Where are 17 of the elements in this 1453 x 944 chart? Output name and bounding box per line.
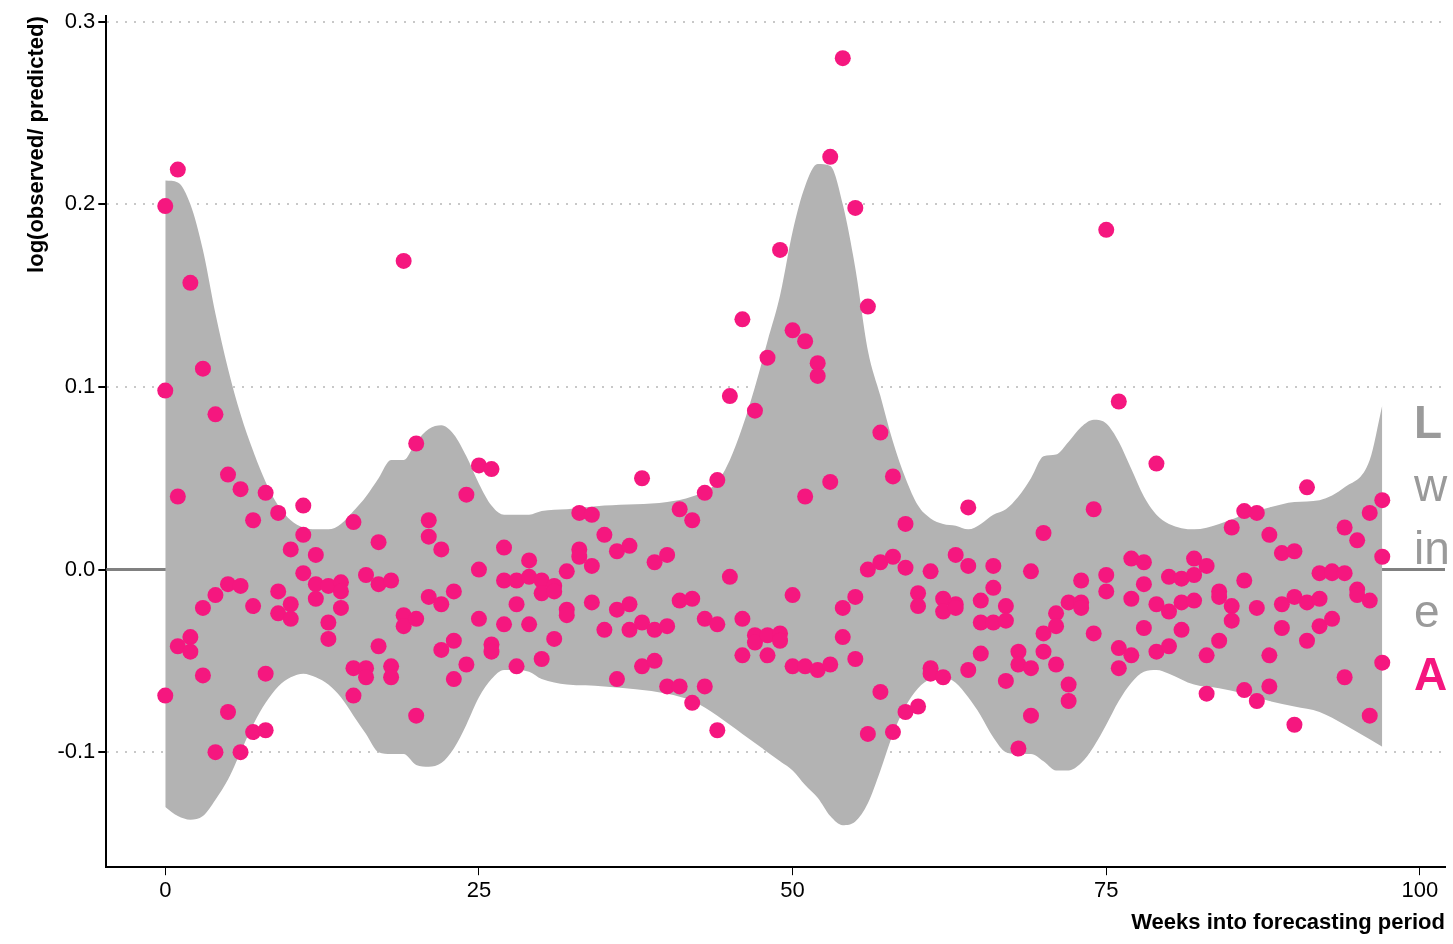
y-tick-label: 0.3 <box>64 7 96 33</box>
y-tick-label: 0.0 <box>64 555 96 581</box>
x-tick-label: 50 <box>780 877 805 903</box>
annotation: A <box>1414 647 1448 700</box>
x-tick-label: 100 <box>1401 877 1439 903</box>
x-tick-label: 0 <box>159 877 172 903</box>
annotation: L <box>1414 395 1443 448</box>
y-tick-label: 0.1 <box>64 372 96 398</box>
x-axis-title: Weeks into forecasting period <box>1131 908 1445 934</box>
y-tick-label: 0.2 <box>64 190 96 216</box>
annotation: in <box>1414 521 1450 574</box>
x-tick-label: 75 <box>1094 877 1119 903</box>
y-axis-title: log(observed/ predicted) <box>23 16 49 273</box>
annotation: e <box>1414 584 1440 637</box>
annotation: w <box>1413 458 1448 511</box>
x-tick-label: 25 <box>466 877 492 903</box>
y-tick-label: -0.1 <box>57 738 96 764</box>
